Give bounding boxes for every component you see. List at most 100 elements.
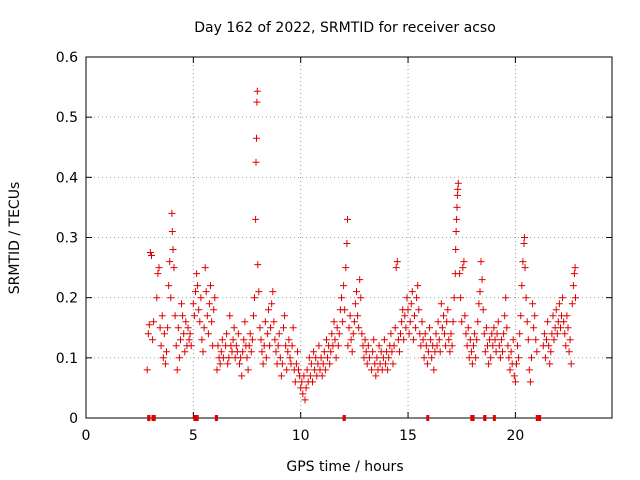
data-point xyxy=(418,318,426,326)
data-point xyxy=(253,98,261,106)
data-point xyxy=(356,276,364,284)
data-point xyxy=(452,246,460,253)
x-tick-label: 0 xyxy=(82,428,91,444)
data-point xyxy=(269,288,277,296)
data-point xyxy=(430,366,438,374)
data-point xyxy=(500,330,508,338)
data-point xyxy=(161,360,169,368)
data-point xyxy=(259,360,267,368)
data-point xyxy=(197,294,205,302)
data-point xyxy=(490,324,498,332)
data-point xyxy=(328,330,336,338)
data-point xyxy=(530,324,538,332)
data-point xyxy=(525,366,533,374)
data-point xyxy=(454,185,462,193)
data-point xyxy=(173,366,181,374)
data-point xyxy=(239,348,247,356)
data-point xyxy=(143,366,151,374)
data-point xyxy=(211,294,219,302)
data-point xyxy=(415,306,423,314)
data-point xyxy=(229,336,237,344)
data-point xyxy=(474,318,482,326)
data-point xyxy=(195,306,203,314)
data-point xyxy=(468,360,476,368)
data-point xyxy=(526,378,534,386)
baseline-marker xyxy=(342,415,346,421)
data-point xyxy=(503,324,511,332)
data-point xyxy=(163,348,170,356)
data-point xyxy=(144,330,152,338)
x-tick-label: 15 xyxy=(399,428,417,444)
baseline-marker xyxy=(492,415,496,421)
data-point xyxy=(541,354,549,362)
data-point xyxy=(470,342,477,350)
data-point xyxy=(294,348,301,356)
data-point xyxy=(372,372,380,380)
data-point xyxy=(292,360,300,368)
data-point xyxy=(150,318,158,326)
data-point xyxy=(524,336,532,344)
data-point xyxy=(458,318,466,326)
data-point xyxy=(350,318,358,326)
data-point xyxy=(256,324,264,332)
data-point xyxy=(477,258,485,266)
data-point xyxy=(182,318,190,326)
data-point xyxy=(523,318,531,326)
data-point xyxy=(487,354,495,362)
data-point xyxy=(521,264,529,272)
data-point xyxy=(370,336,378,344)
data-point xyxy=(465,354,473,362)
data-point xyxy=(438,324,446,332)
data-point xyxy=(515,354,523,362)
data-point xyxy=(317,354,325,362)
data-point xyxy=(385,354,393,362)
data-point xyxy=(480,330,488,338)
data-point xyxy=(306,372,314,380)
data-point xyxy=(494,318,502,326)
data-point xyxy=(433,342,441,350)
data-point xyxy=(320,348,328,356)
baseline-marker xyxy=(214,415,219,421)
data-point xyxy=(238,372,246,380)
data-point xyxy=(246,330,254,338)
data-point xyxy=(332,354,340,362)
data-point xyxy=(253,134,260,142)
x-tick-label: 10 xyxy=(292,428,310,444)
data-point xyxy=(160,330,168,338)
data-point xyxy=(177,336,184,344)
data-point xyxy=(210,306,218,314)
data-point xyxy=(448,342,456,350)
data-point xyxy=(369,348,377,356)
data-point xyxy=(286,354,294,362)
data-point xyxy=(276,354,284,362)
data-point xyxy=(501,312,509,320)
data-point xyxy=(442,342,450,350)
x-axis-label: GPS time / hours xyxy=(286,459,403,475)
data-point xyxy=(168,209,176,217)
data-point xyxy=(560,318,568,326)
data-point xyxy=(402,324,410,332)
data-point xyxy=(321,366,329,374)
data-point xyxy=(168,228,176,235)
data-point xyxy=(358,330,366,338)
data-point xyxy=(303,366,311,374)
data-point xyxy=(334,342,342,350)
data-point xyxy=(295,366,302,374)
data-point xyxy=(445,336,453,344)
data-point xyxy=(505,354,513,362)
data-point xyxy=(145,321,153,329)
data-point xyxy=(392,264,400,272)
data-point xyxy=(355,324,363,332)
data-point xyxy=(240,336,248,344)
data-point xyxy=(444,306,452,314)
data-point xyxy=(224,360,232,368)
data-point xyxy=(189,300,197,308)
data-point xyxy=(557,324,564,332)
data-point xyxy=(496,354,504,362)
data-point xyxy=(422,342,430,350)
x-tick-label: 5 xyxy=(189,428,198,444)
data-point xyxy=(423,360,431,368)
data-point xyxy=(270,318,278,326)
data-point xyxy=(475,300,483,308)
data-point xyxy=(409,336,417,344)
